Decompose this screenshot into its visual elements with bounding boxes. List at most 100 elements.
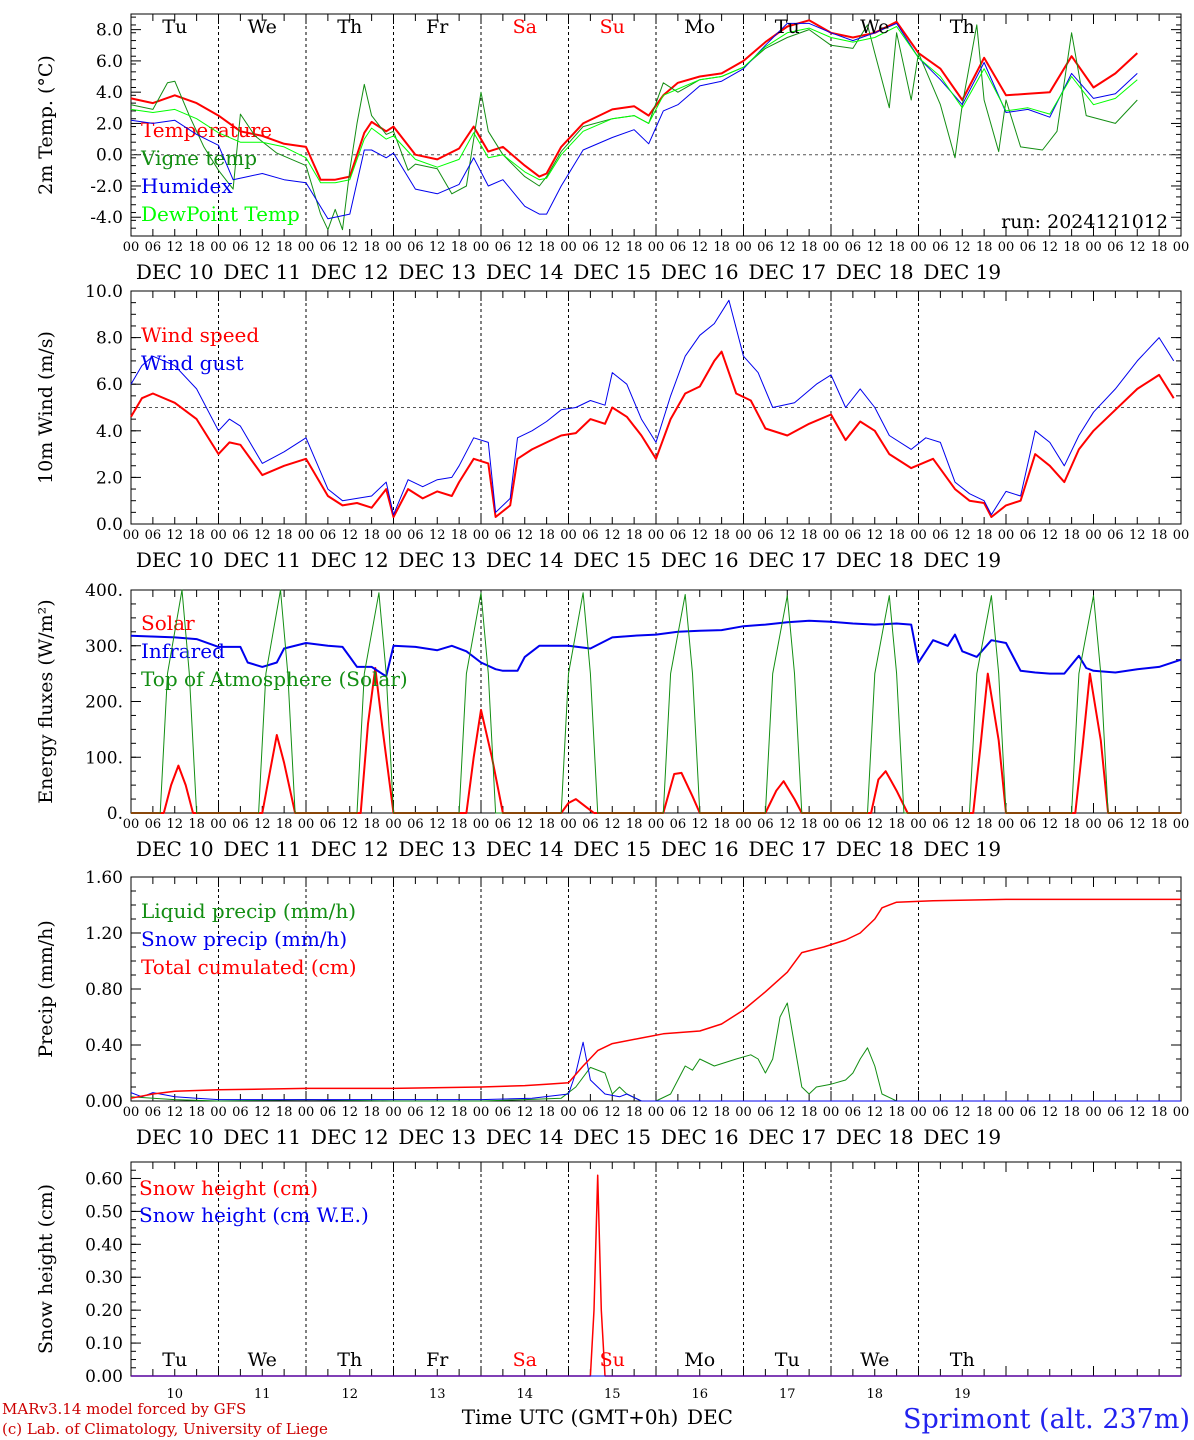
weekday-label: Th bbox=[950, 16, 975, 38]
y-tick-label: 1.20 bbox=[85, 924, 123, 944]
hour-tick-label: 18 bbox=[976, 240, 993, 255]
hour-tick-label: 06 bbox=[932, 240, 949, 255]
hour-tick-label: 06 bbox=[320, 1105, 337, 1120]
legend-entry: Snow height (cm W.E.) bbox=[139, 1203, 369, 1227]
hour-tick-label: 00 bbox=[648, 1105, 665, 1120]
weekday-label: We bbox=[248, 16, 277, 38]
hour-tick-label: 12 bbox=[254, 1105, 271, 1120]
hour-tick-label: 00 bbox=[210, 528, 227, 543]
hour-tick-label: 18 bbox=[538, 817, 555, 832]
hour-tick-label: 00 bbox=[648, 240, 665, 255]
hour-tick-label: 18 bbox=[1151, 1105, 1168, 1120]
hour-tick-label: 12 bbox=[254, 817, 271, 832]
date-label: DEC 11 bbox=[223, 548, 301, 572]
y-tick-label: 0.40 bbox=[85, 1036, 123, 1056]
legend-entry: Wind speed bbox=[141, 323, 259, 347]
date-label: DEC 17 bbox=[748, 837, 826, 861]
hour-tick-label: 12 bbox=[341, 1105, 358, 1120]
hour-tick-label: 12 bbox=[779, 1105, 796, 1120]
hour-tick-label: 06 bbox=[495, 1105, 512, 1120]
weekday-label: Mo bbox=[684, 16, 715, 38]
hour-tick-label: 06 bbox=[495, 817, 512, 832]
hour-tick-label: 06 bbox=[582, 528, 599, 543]
x-axis-title: Time UTC (GMT+0h) bbox=[462, 1405, 679, 1429]
hour-tick-label: 00 bbox=[910, 817, 927, 832]
hour-tick-label: 18 bbox=[888, 528, 905, 543]
hour-tick-label: 12 bbox=[604, 1105, 621, 1120]
y-tick-label: 8.0 bbox=[96, 21, 123, 41]
y-tick-label: 2.0 bbox=[96, 114, 123, 134]
weekday-label: Su bbox=[600, 16, 625, 38]
hour-tick-label: 06 bbox=[232, 1105, 249, 1120]
day-number-label: 16 bbox=[691, 1387, 708, 1402]
hour-tick-label: 06 bbox=[582, 1105, 599, 1120]
hour-tick-label: 06 bbox=[670, 528, 687, 543]
series-line bbox=[130, 26, 1138, 184]
series-line bbox=[131, 589, 1181, 814]
hour-tick-label: 18 bbox=[1063, 528, 1080, 543]
hour-tick-label: 12 bbox=[954, 817, 971, 832]
date-label: DEC 16 bbox=[661, 260, 739, 284]
weekday-label: Fr bbox=[426, 1349, 449, 1371]
hour-tick-label: 12 bbox=[954, 528, 971, 543]
y-tick-label: 0. bbox=[107, 804, 123, 824]
hour-tick-label: 18 bbox=[451, 817, 468, 832]
hour-tick-label: 00 bbox=[1085, 528, 1102, 543]
run-label: run: 2024121012 bbox=[1001, 211, 1168, 233]
legend-entry: DewPoint Temp bbox=[141, 202, 300, 226]
hour-tick-label: 12 bbox=[691, 817, 708, 832]
hour-tick-label: 00 bbox=[998, 240, 1015, 255]
day-number-label: 19 bbox=[954, 1387, 971, 1402]
hour-tick-label: 18 bbox=[626, 1105, 643, 1120]
hour-tick-label: 00 bbox=[1173, 528, 1190, 543]
hour-tick-label: 12 bbox=[1129, 528, 1146, 543]
date-label: DEC 12 bbox=[311, 837, 389, 861]
date-label: DEC 11 bbox=[223, 1125, 301, 1149]
hour-tick-label: 00 bbox=[1173, 1105, 1190, 1120]
hour-tick-label: 06 bbox=[407, 817, 424, 832]
hour-tick-label: 06 bbox=[757, 817, 774, 832]
y-tick-label: 0.40 bbox=[85, 1235, 123, 1255]
hour-tick-label: 12 bbox=[604, 817, 621, 832]
date-label: DEC 19 bbox=[923, 837, 1001, 861]
hour-tick-label: 12 bbox=[254, 240, 271, 255]
hour-tick-label: 00 bbox=[998, 528, 1015, 543]
series-line bbox=[130, 898, 1181, 1099]
weekday-label: Sa bbox=[513, 16, 537, 38]
legend-entry: Humidex bbox=[141, 174, 233, 198]
date-label: DEC 18 bbox=[836, 1125, 914, 1149]
date-label: DEC 10 bbox=[136, 260, 214, 284]
hour-tick-label: 12 bbox=[429, 528, 446, 543]
weekday-label: Sa bbox=[513, 1349, 537, 1371]
date-label: DEC 15 bbox=[573, 260, 651, 284]
hour-tick-label: 12 bbox=[691, 528, 708, 543]
hour-tick-label: 18 bbox=[276, 817, 293, 832]
hour-tick-label: 06 bbox=[407, 1105, 424, 1120]
model-credit: MARv3.14 model forced by GFS bbox=[2, 1400, 246, 1418]
legend-entry: Solar bbox=[141, 611, 195, 635]
date-label: DEC 17 bbox=[748, 1125, 826, 1149]
hour-tick-label: 06 bbox=[845, 1105, 862, 1120]
hour-tick-label: 00 bbox=[123, 817, 140, 832]
y-tick-label: 6.0 bbox=[96, 52, 123, 72]
hour-tick-label: 06 bbox=[1107, 528, 1124, 543]
hour-tick-label: 00 bbox=[560, 817, 577, 832]
hour-tick-label: 06 bbox=[1020, 817, 1037, 832]
hour-tick-label: 18 bbox=[801, 1105, 818, 1120]
hour-tick-label: 06 bbox=[932, 528, 949, 543]
hour-tick-label: 12 bbox=[779, 528, 796, 543]
day-number-label: 11 bbox=[254, 1387, 271, 1402]
y-tick-label: 1.60 bbox=[85, 868, 123, 888]
hour-tick-label: 06 bbox=[582, 817, 599, 832]
hour-tick-label: 00 bbox=[210, 240, 227, 255]
hour-tick-label: 18 bbox=[1151, 528, 1168, 543]
hour-tick-label: 00 bbox=[123, 528, 140, 543]
date-label: DEC 10 bbox=[136, 548, 214, 572]
weekday-label: Th bbox=[950, 1349, 975, 1371]
date-label: DEC 12 bbox=[311, 260, 389, 284]
hour-tick-label: 06 bbox=[320, 528, 337, 543]
date-label: DEC 18 bbox=[836, 837, 914, 861]
hour-tick-label: 00 bbox=[210, 1105, 227, 1120]
hour-tick-label: 18 bbox=[976, 1105, 993, 1120]
